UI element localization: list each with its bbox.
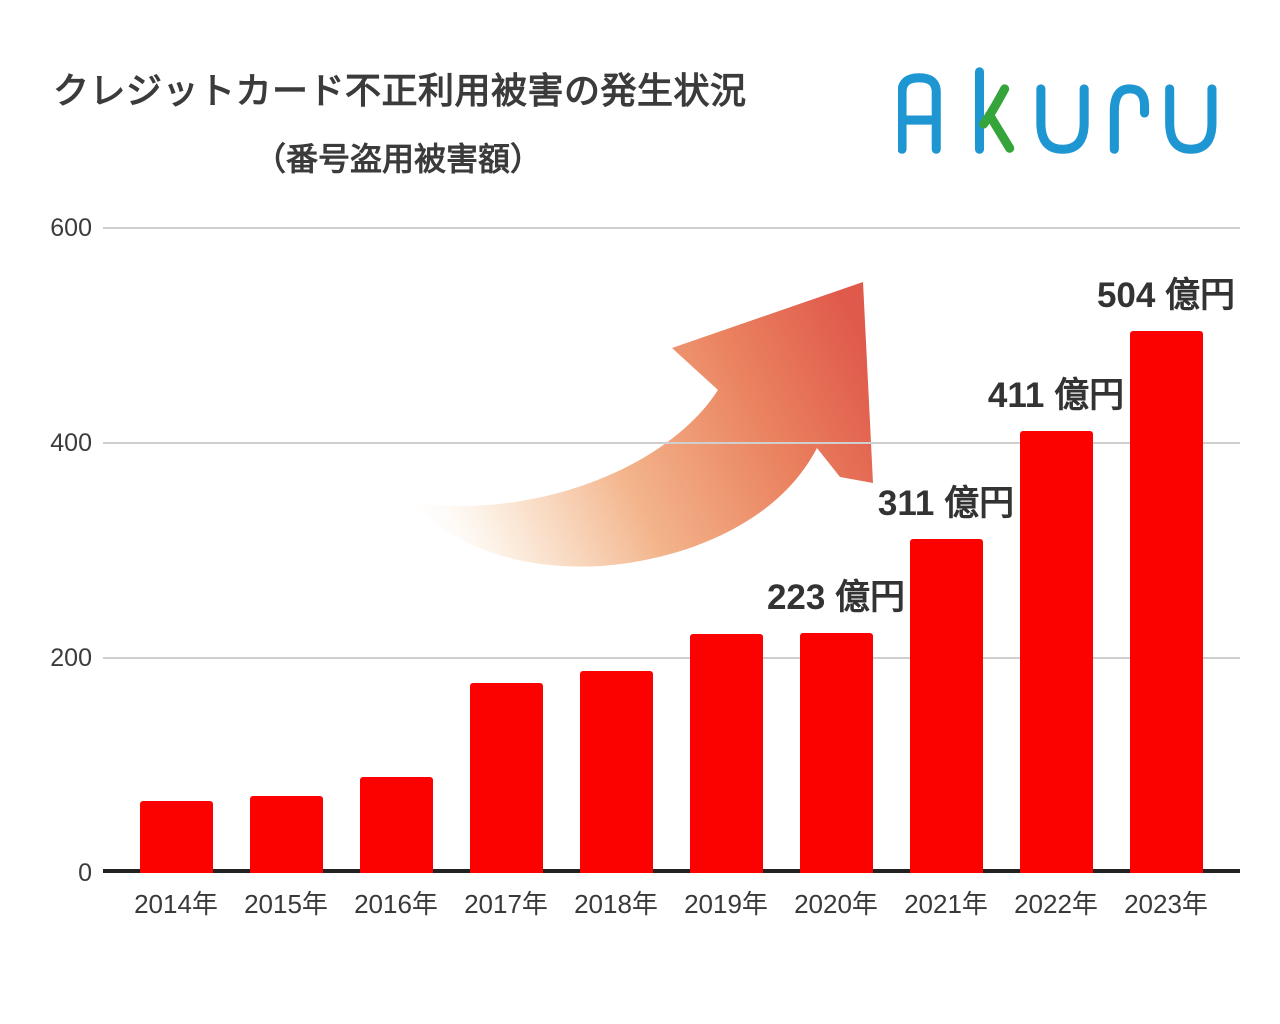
bar-slot-2018年 [561, 228, 671, 873]
bar-2015年 [249, 796, 323, 873]
logo-letter-k-arm [979, 84, 1015, 153]
x-axis-tick-2016年: 2016年 [354, 889, 438, 919]
chart-title-line-2: （番号盗用被害額） [253, 141, 542, 177]
y-axis-tick-600: 600 [50, 214, 92, 242]
bar-value-label-2023年: 504 億円 [1096, 276, 1236, 315]
bar-slot-2022年: 411 億円 [988, 228, 1124, 873]
y-axis-tick-200: 200 [50, 644, 92, 672]
x-axis-tick-2017年: 2017年 [464, 889, 548, 919]
x-axis-tick-2020年: 2020年 [794, 889, 878, 919]
bar-2016年 [359, 777, 433, 873]
bar-2021年 [909, 539, 983, 873]
bar-2019年 [689, 634, 763, 873]
bar-slot-2014年 [121, 228, 231, 873]
bars-row: 223 億円 311 億円 411 億円 504 億円 [121, 228, 1235, 873]
bar-slot-2015年 [231, 228, 341, 873]
bar-slot-2021年: 311 億円 [878, 228, 1014, 873]
logo-letter-a [898, 73, 941, 154]
bar-2018年 [579, 671, 653, 873]
bar-2014年 [139, 801, 213, 873]
x-axis-tick-2014年: 2014年 [134, 889, 218, 919]
bar-slot-2020年: 223 億円 [767, 228, 905, 873]
bar-2022年 [1019, 431, 1093, 873]
bar-slot-2016年 [341, 228, 451, 873]
y-axis-tick-0: 0 [78, 859, 92, 887]
x-axis-tick-2023年: 2023年 [1124, 889, 1208, 919]
bar-slot-2017年 [451, 228, 561, 873]
gridline-200 [103, 657, 1240, 659]
bar-2020年 [799, 633, 873, 873]
x-axis-line [103, 869, 1240, 873]
bar-2017年 [469, 683, 543, 873]
chart-title: クレジットカード不正利用被害の発生状況 （番号盗用被害額） [53, 62, 747, 180]
x-axis-tick-2015年: 2015年 [244, 889, 328, 919]
logo-letter-u2 [1165, 84, 1217, 154]
x-axis-tick-2021年: 2021年 [904, 889, 988, 919]
logo-letter-u1 [1036, 84, 1089, 154]
x-axis-tick-2018年: 2018年 [574, 889, 658, 919]
gridline-400 [103, 442, 1240, 444]
bar-slot-2019年 [671, 228, 781, 873]
bar-slot-2023年: 504 億円 [1097, 228, 1235, 873]
akuru-logo [898, 67, 1217, 154]
bar-value-label-2020年: 223 億円 [766, 578, 906, 617]
bar-value-label-2022年: 411 億円 [987, 376, 1125, 415]
y-axis-tick-400: 400 [50, 429, 92, 457]
bar-2023年 [1129, 331, 1203, 873]
x-axis-labels: 2014年 2015年 2016年 2017年 2018年 2019年 2020年 2021年… [121, 884, 1221, 921]
logo-letter-r [1109, 84, 1150, 154]
chart-title-line-1: クレジットカード不正利用被害の発生状況 [53, 70, 747, 111]
x-axis-tick-2022年: 2022年 [1014, 889, 1098, 919]
gridline-600 [103, 227, 1240, 229]
bar-value-label-2021年: 311 億円 [877, 484, 1015, 523]
x-axis-tick-2019年: 2019年 [684, 889, 768, 919]
